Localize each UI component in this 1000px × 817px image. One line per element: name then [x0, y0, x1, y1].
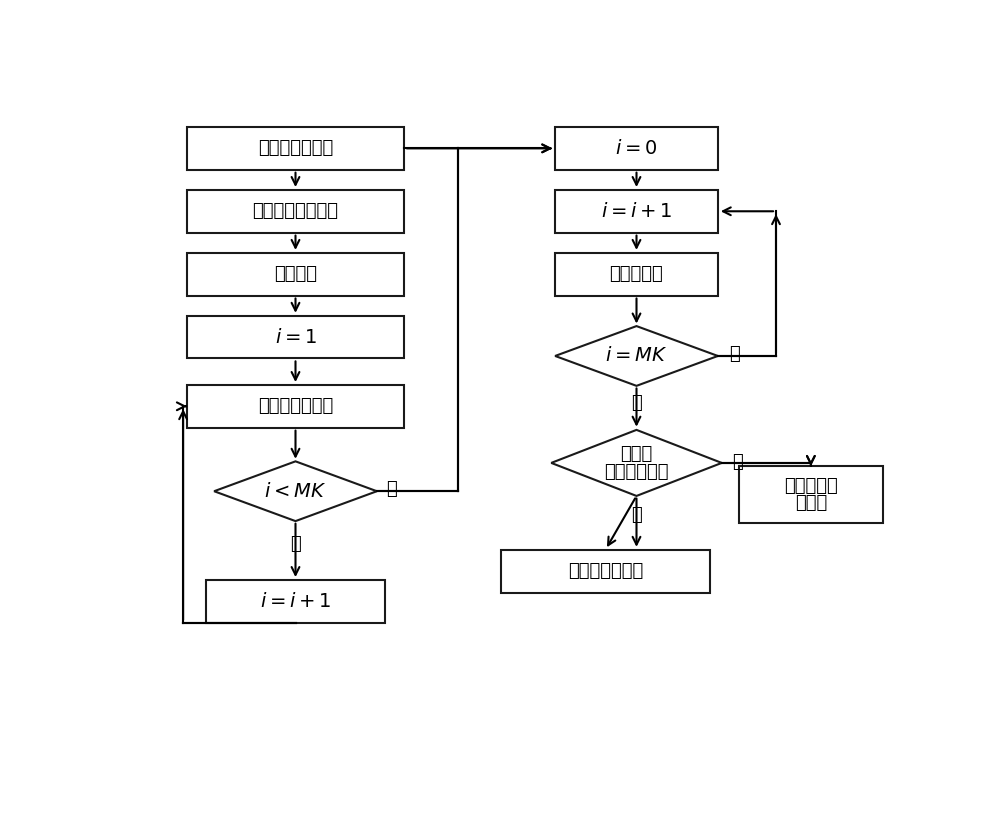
Text: $i<MK$: $i<MK$ [264, 482, 327, 501]
FancyBboxPatch shape [555, 127, 718, 170]
Text: $i=i+1$: $i=i+1$ [601, 202, 672, 221]
FancyBboxPatch shape [187, 315, 404, 359]
Text: 否: 否 [732, 453, 743, 471]
FancyBboxPatch shape [501, 550, 710, 592]
FancyBboxPatch shape [187, 252, 404, 296]
Text: 值函数: 值函数 [620, 445, 653, 463]
Text: 到目标: 到目标 [795, 494, 827, 512]
Text: 宣布检测到目标: 宣布检测到目标 [568, 562, 643, 580]
FancyBboxPatch shape [206, 580, 385, 623]
Text: 时间校准: 时间校准 [274, 266, 317, 283]
Text: $i=0$: $i=0$ [615, 139, 658, 158]
Text: 计算对数似然比: 计算对数似然比 [258, 397, 333, 415]
Text: $i=MK$: $i=MK$ [605, 346, 668, 365]
Text: 初始化系统参数: 初始化系统参数 [258, 140, 333, 158]
Text: 否: 否 [386, 480, 397, 498]
Text: 是: 是 [631, 506, 642, 524]
Polygon shape [214, 462, 377, 521]
Polygon shape [555, 326, 718, 386]
FancyBboxPatch shape [187, 127, 404, 170]
Text: 超过检测门限: 超过检测门限 [604, 462, 669, 480]
Text: 宣布未检测: 宣布未检测 [784, 476, 838, 494]
Polygon shape [551, 430, 722, 496]
Text: 否: 否 [730, 345, 740, 363]
FancyBboxPatch shape [555, 252, 718, 296]
FancyBboxPatch shape [187, 190, 404, 233]
Text: $i=1$: $i=1$ [275, 328, 316, 346]
Text: $i=i+1$: $i=i+1$ [260, 592, 331, 611]
FancyBboxPatch shape [555, 190, 718, 233]
Text: 是: 是 [290, 534, 301, 552]
Text: 传数据至融合中心: 传数据至融合中心 [252, 203, 338, 221]
FancyBboxPatch shape [739, 466, 883, 523]
Text: 更新值函数: 更新值函数 [610, 266, 663, 283]
FancyBboxPatch shape [187, 385, 404, 427]
Text: 是: 是 [631, 394, 642, 412]
